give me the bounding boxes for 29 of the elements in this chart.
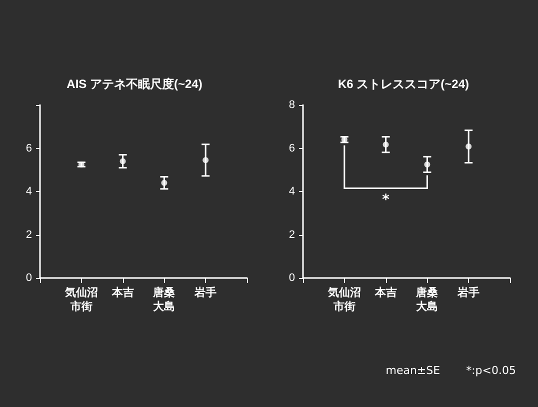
point (382, 142, 389, 148)
chart-title: K6 ストレススコア(~24) (338, 77, 470, 91)
y-tick-label: 8 (288, 99, 295, 111)
y-tick-label: 0 (26, 272, 32, 284)
y-tick-label: 6 (288, 142, 295, 154)
point (202, 157, 209, 164)
text: mean±SE (386, 364, 440, 377)
point (424, 161, 430, 168)
y-tick-label: 4 (26, 186, 32, 198)
point (120, 158, 126, 164)
x-tick-label: 気仙沼市街 (64, 286, 98, 313)
annotation: * (382, 192, 390, 208)
text: *:p<0.05 (466, 364, 516, 377)
point (78, 161, 84, 168)
point (161, 180, 168, 186)
x-tick-label: 唐桑大島 (415, 286, 438, 313)
x-tick-label: 岩手 (194, 286, 217, 299)
y-tick-label: 6 (26, 142, 32, 154)
x-tick-label: 唐桑大島 (152, 286, 176, 313)
x-tick-label: 本吉 (374, 286, 397, 299)
x-tick-label: 本吉 (110, 286, 134, 299)
chart-title: AIS アテネ不眠尺度(~24) (66, 77, 202, 91)
point (466, 144, 472, 150)
y-tick-label: 2 (288, 228, 295, 241)
x-tick-label: 岩手 (456, 286, 480, 299)
x-tick-label: 気仙沼市街 (326, 286, 361, 313)
y-tick-label: 4 (288, 186, 295, 198)
y-tick-label: 2 (26, 228, 32, 241)
y-tick-label: 0 (288, 272, 295, 284)
